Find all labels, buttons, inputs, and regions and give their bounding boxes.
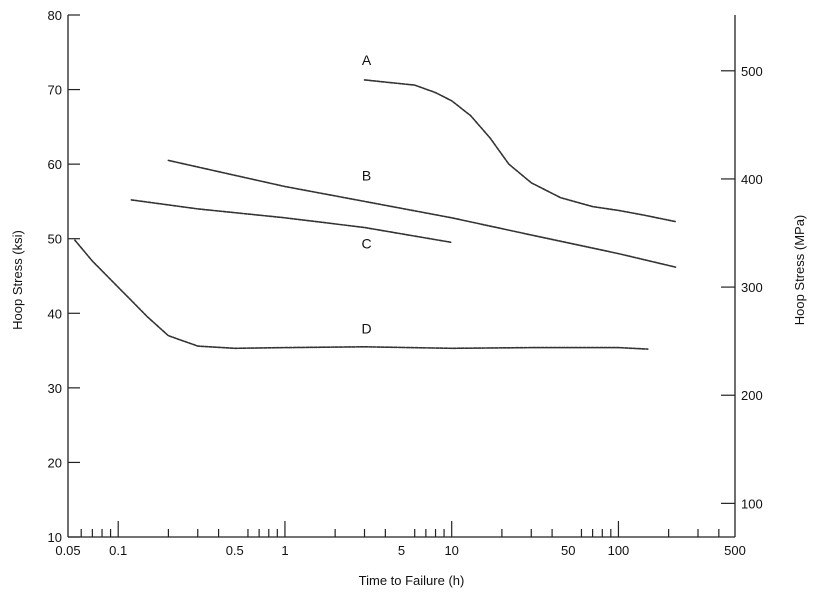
x-tick-label: 0.1 [109, 543, 127, 558]
y-tick-label: 60 [48, 157, 62, 172]
x-ticks: 0.05 0.1 0.5 1 5 10 50 100 500 [55, 521, 746, 558]
y2-axis-title: Hoop Stress (MPa) [792, 215, 807, 326]
curve-label-c: C [361, 235, 371, 251]
y-tick-label: 80 [48, 8, 62, 23]
x-axis-title: Time to Failure (h) [359, 573, 465, 588]
y-tick-label: 10 [48, 530, 62, 545]
series-line-c [130, 199, 453, 244]
curve-label-a: A [362, 52, 372, 68]
series-line-a [363, 79, 677, 223]
y-tick-label: 30 [48, 381, 62, 396]
y2-tick-label: 200 [741, 388, 763, 403]
x-tick-label: 0.5 [226, 543, 244, 558]
x-tick-label: 1 [281, 543, 288, 558]
curve-labels: A B C D [361, 52, 371, 336]
x-tick-label: 0.05 [55, 543, 80, 558]
curve-label-b: B [362, 168, 371, 184]
series-lines [74, 79, 677, 350]
y2-tick-label: 100 [741, 496, 763, 511]
x-tick-label: 500 [724, 543, 746, 558]
x-tick-label: 10 [444, 543, 458, 558]
y-tick-label: 20 [48, 455, 62, 470]
y2-tick-label: 500 [741, 64, 763, 79]
curve-label-d: D [361, 320, 371, 336]
x-tick-label: 5 [398, 543, 405, 558]
y2-tick-label: 400 [741, 172, 763, 187]
y-axis-title: Hoop Stress (ksi) [10, 230, 25, 330]
series-line-d [74, 239, 649, 350]
y-tick-label: 40 [48, 306, 62, 321]
y-ticks: 10 20 30 40 50 60 70 80 [48, 8, 80, 545]
x-tick-label: 100 [608, 543, 630, 558]
y2-tick-label: 300 [741, 280, 763, 295]
x-tick-label: 50 [561, 543, 575, 558]
y2-ticks: 100 200 300 400 500 [721, 64, 763, 511]
series-line-b [167, 159, 677, 268]
axes-frame [67, 15, 736, 538]
y-tick-label: 50 [48, 232, 62, 247]
y-tick-label: 70 [48, 83, 62, 98]
